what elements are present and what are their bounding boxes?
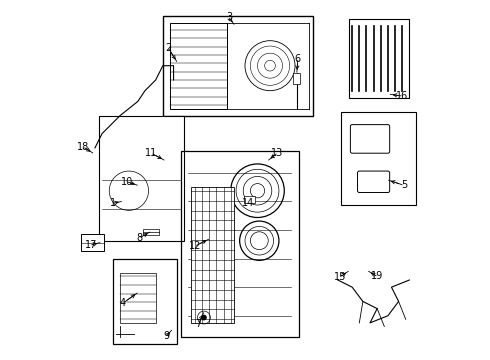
Text: 19: 19 (371, 271, 383, 282)
Text: 18: 18 (77, 142, 90, 152)
Text: 4: 4 (120, 298, 126, 308)
Bar (98, 116, 184, 241)
Bar (170, 23, 227, 109)
Text: 16: 16 (396, 91, 408, 101)
Bar (293, 73, 300, 84)
Text: 14: 14 (243, 198, 255, 208)
Bar (348, 19, 409, 98)
Text: 9: 9 (163, 331, 170, 341)
Text: 15: 15 (334, 272, 346, 282)
Text: 13: 13 (271, 148, 283, 158)
Text: 10: 10 (121, 177, 133, 187)
Circle shape (201, 315, 207, 320)
Text: 11: 11 (145, 148, 157, 158)
Text: 12: 12 (189, 241, 201, 251)
Bar (120, 273, 156, 323)
Text: 7: 7 (196, 319, 202, 329)
Text: 6: 6 (295, 54, 301, 64)
FancyBboxPatch shape (350, 125, 390, 153)
Text: 8: 8 (137, 233, 143, 243)
Bar (163, 16, 313, 116)
Bar (81, 234, 104, 251)
FancyBboxPatch shape (358, 171, 390, 193)
Bar (113, 258, 177, 344)
Bar (342, 112, 416, 205)
Bar (143, 229, 159, 235)
Text: 1: 1 (110, 198, 116, 208)
Text: 2: 2 (165, 43, 172, 53)
Text: 3: 3 (226, 13, 232, 22)
Text: 5: 5 (401, 180, 407, 190)
Bar (245, 196, 255, 203)
Bar (192, 187, 234, 323)
Text: 17: 17 (84, 240, 97, 250)
